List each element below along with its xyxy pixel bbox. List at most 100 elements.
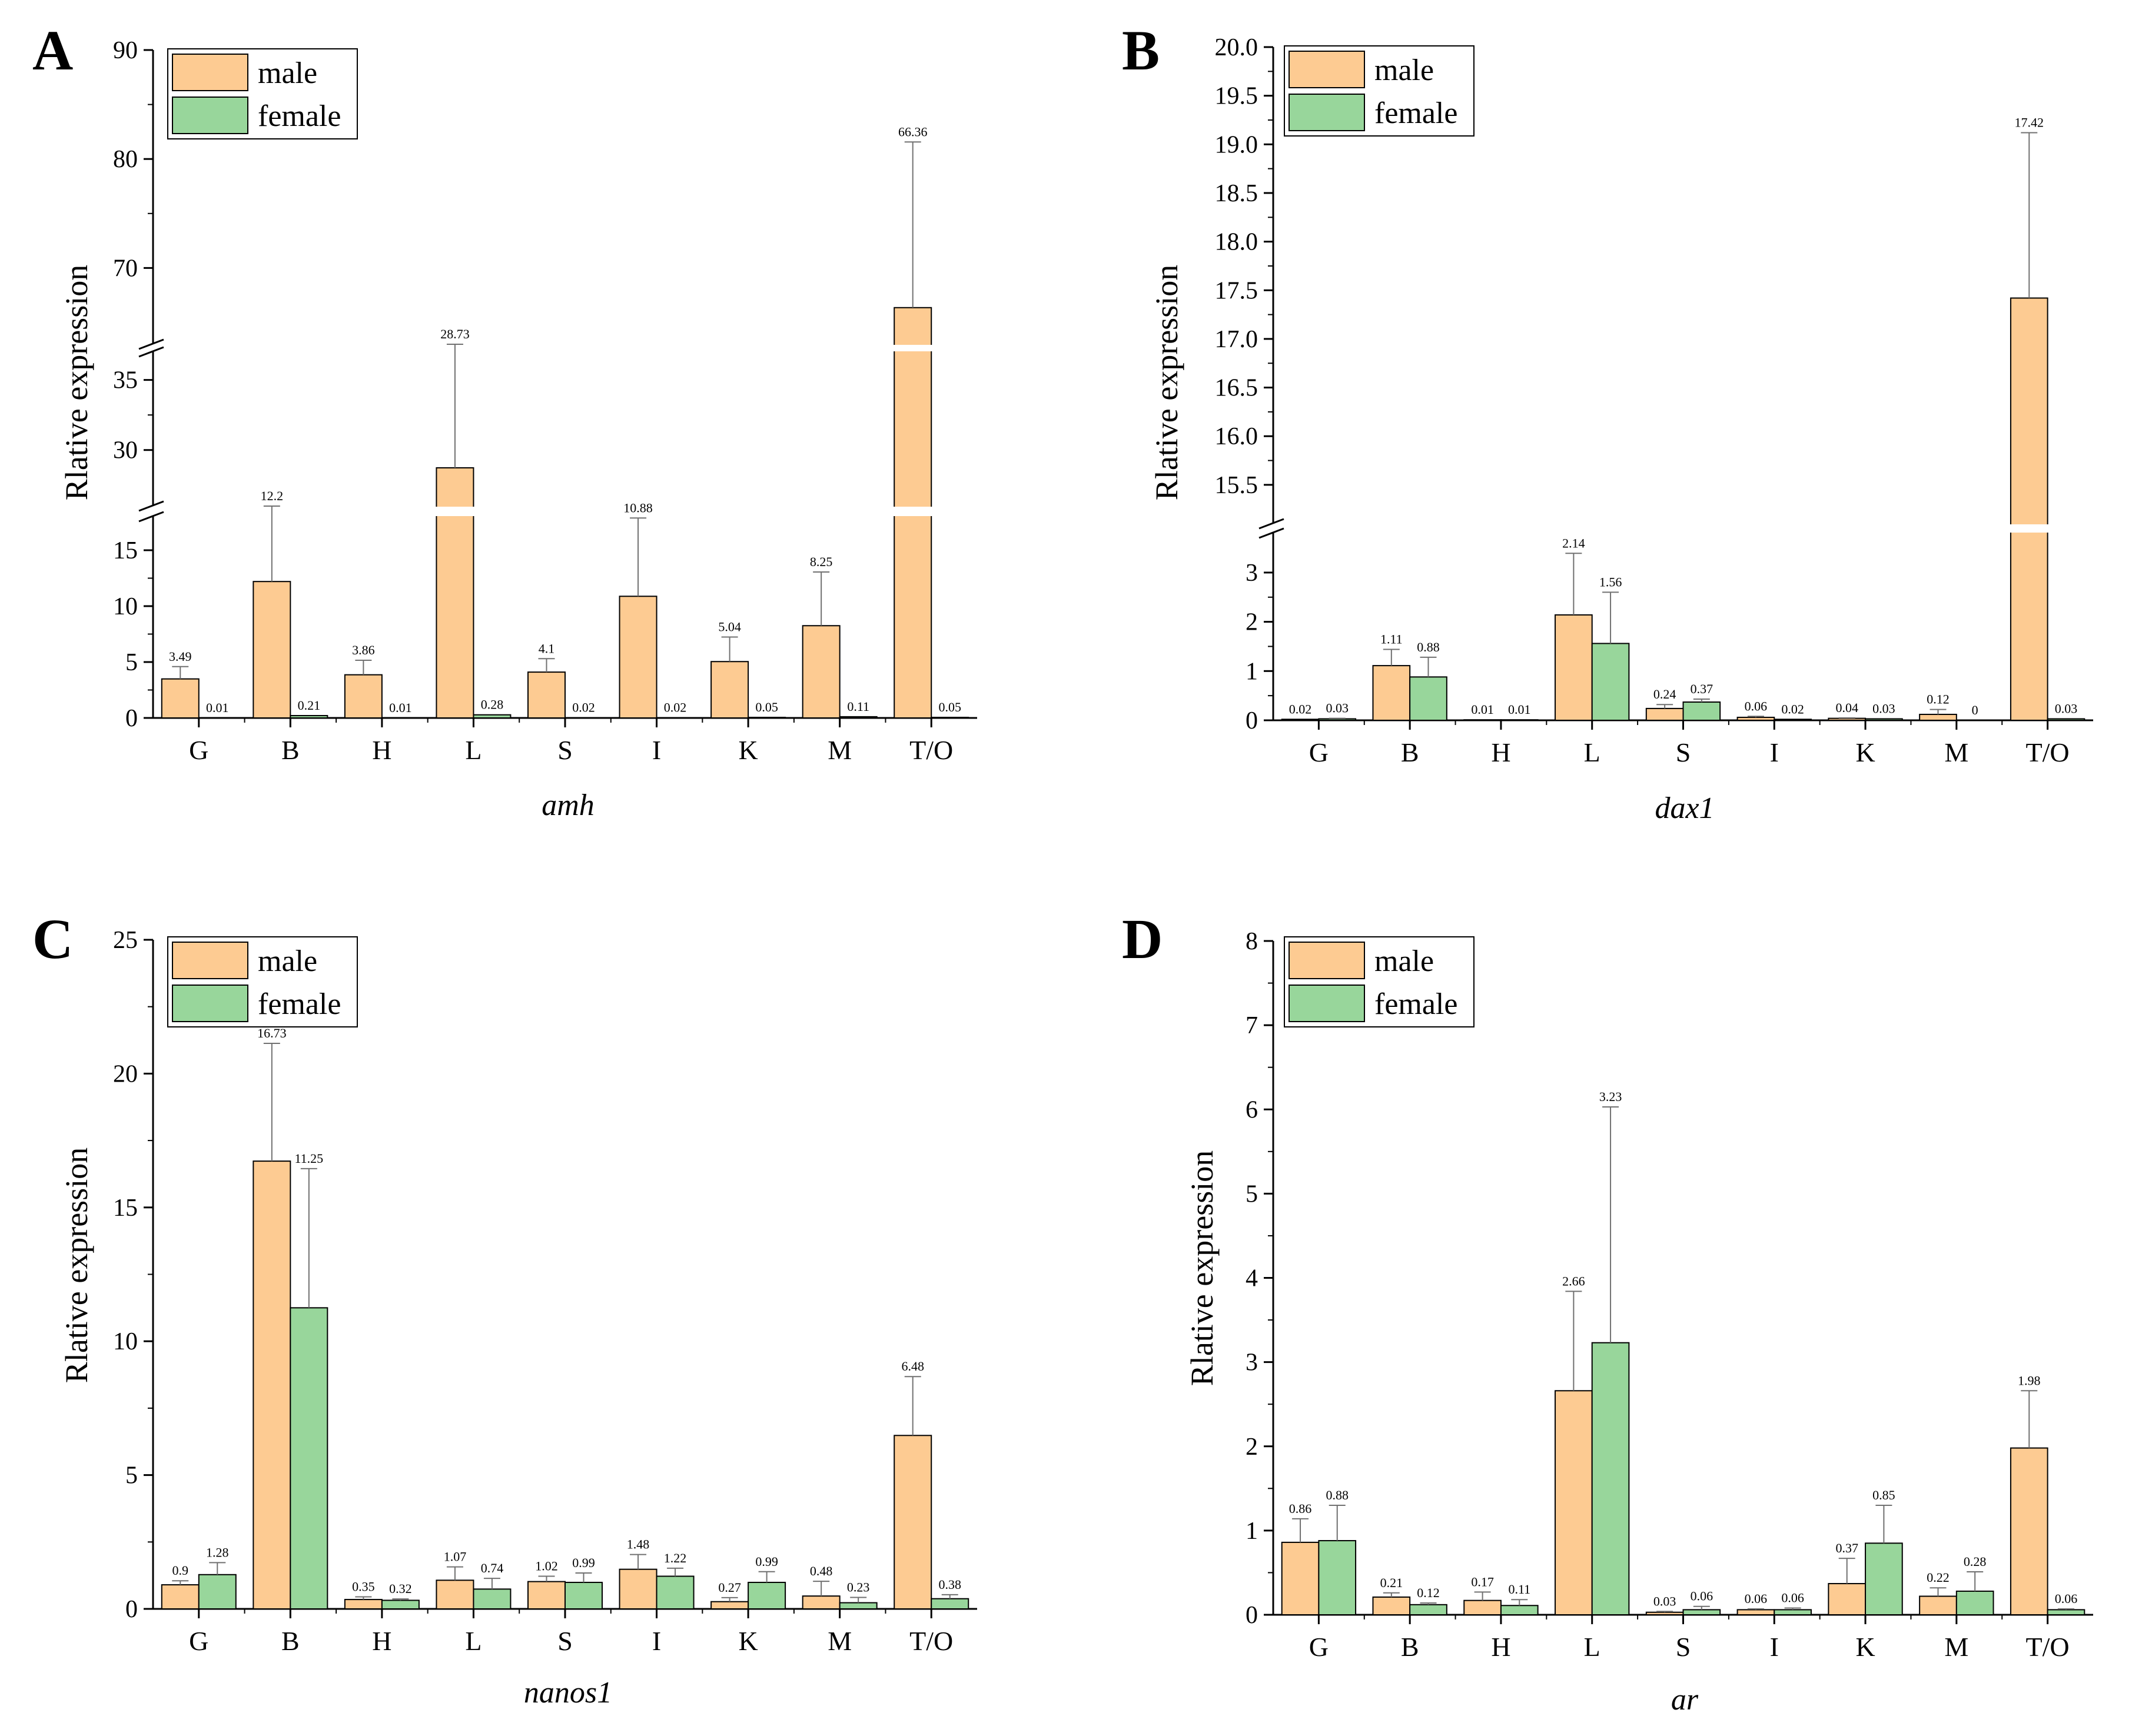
panel-a-bar-female xyxy=(290,715,328,719)
panel-a-legend-male-label: male xyxy=(258,56,317,90)
panel-d: D 0 1 2 3 4 5 6 7 8 G 0.86 0.88 B 0.21 0.12 H 0.17 0.11 L 2… xyxy=(1122,907,2093,1717)
panel-d-data-label: 0.21 xyxy=(1380,1575,1403,1590)
panel-a-data-label: 0.01 xyxy=(206,700,229,715)
panel-c-data-label: 16.73 xyxy=(257,1026,287,1040)
panel-b-y-tick-label: 18.0 xyxy=(1215,229,1258,256)
panel-c-bar-female xyxy=(381,1599,420,1609)
panel-a-legend-male-swatch xyxy=(172,54,248,91)
panel-b-bar-male xyxy=(1555,614,1593,721)
panel-a-y-tick-label: 70 xyxy=(113,255,138,282)
panel-d-x-tick-label: H xyxy=(1491,1632,1510,1662)
panel-a-data-label: 4.1 xyxy=(539,641,555,656)
panel-letter-a: A xyxy=(32,19,73,82)
panel-d-y-tick-label: 0 xyxy=(1246,1602,1258,1629)
panel-a-y-axis-label: Rlative expression xyxy=(59,265,94,500)
panel-d-bar-male xyxy=(2010,1447,2048,1616)
panel-d-data-label: 0.12 xyxy=(1417,1585,1440,1600)
panel-b-x-axis-label: dax1 xyxy=(1655,791,1714,825)
panel-a-x-tick-label: S xyxy=(557,735,573,765)
panel-b-x-tick-label: T/O xyxy=(2026,737,2070,767)
panel-c-bar-male xyxy=(619,1568,657,1610)
panel-d-legend-male-swatch xyxy=(1289,942,1365,979)
panel-a-axis-break-mark xyxy=(138,346,164,358)
panel-d-legend: male female xyxy=(1284,936,1475,1027)
panel-b-data-label: 2.14 xyxy=(1562,536,1585,550)
panel-d-data-label: 3.23 xyxy=(1599,1089,1622,1104)
panel-c-plot: 0 5 10 15 20 25 G 0.9 1.28 B 16.73 11.25 H 0.35 0.32 L 1… xyxy=(113,927,977,1656)
panel-c-bar-male xyxy=(802,1595,841,1610)
panel-d-data-label: 0.06 xyxy=(1745,1591,1768,1606)
panel-a-bar-female xyxy=(839,716,878,719)
panel-c-data-label: 1.28 xyxy=(206,1545,229,1559)
panel-a-legend: male female xyxy=(167,48,358,139)
panel-d-plot: 0 1 2 3 4 5 6 7 8 G 0.86 0.88 B 0.21 0.12 H 0.17 0.11 L 2.6… xyxy=(1246,928,2093,1662)
panel-b-y-tick-label: 17.5 xyxy=(1215,277,1258,304)
panel-d-data-label: 0.03 xyxy=(1653,1594,1676,1608)
panel-b-data-label: 0.12 xyxy=(1927,692,1950,707)
panel-b-bar-female xyxy=(1591,643,1630,721)
panel-b-bar-male xyxy=(1828,717,1867,721)
panel-b-bar-male xyxy=(1919,713,1957,721)
panel-c: C 0 5 10 15 20 25 G 0.9 1.28 B 16.73 11.25 H 0.35 0.32… xyxy=(32,907,977,1710)
panel-a-bar-female xyxy=(931,717,969,719)
panel-a-y-tick-label: 5 xyxy=(125,649,138,676)
panel-b-bar-female xyxy=(1865,718,1903,721)
panel-c-legend-male-label: male xyxy=(258,945,317,978)
panel-a-plot: 0 5 10 15 30 35 70 80 90 G 3.49 0.01 B 12.2 0.21 H 3.86 0… xyxy=(113,37,977,765)
panel-c-data-label: 0.27 xyxy=(718,1580,741,1595)
panel-c-data-label: 0.48 xyxy=(810,1564,833,1578)
panel-c-data-label: 0.74 xyxy=(481,1561,504,1575)
panel-d-x-axis-label: ar xyxy=(1671,1683,1699,1717)
panel-d-bar-female xyxy=(1409,1604,1447,1615)
panel-d-y-tick-label: 5 xyxy=(1246,1180,1258,1208)
panel-b-y-tick-label: 19.5 xyxy=(1215,83,1258,110)
panel-letter-b: B xyxy=(1122,19,1160,82)
panel-c-data-label: 0.23 xyxy=(847,1579,870,1594)
panel-d-x-tick-label: G xyxy=(1309,1632,1329,1662)
panel-c-y-axis-label: Rlative expression xyxy=(59,1148,94,1383)
panel-a-bar-female xyxy=(748,717,786,719)
panel-d-data-label: 0.86 xyxy=(1289,1501,1312,1516)
panel-a-data-label: 3.86 xyxy=(352,643,375,657)
panel-d-data-label: 0.85 xyxy=(1872,1488,1895,1502)
panel-d-bar-female xyxy=(1865,1542,1903,1615)
panel-b-plot: 0 1 2 3 15.5 16.0 16.5 17.0 17.5 18.0 18.5 19.0 19.5… xyxy=(1215,34,2093,767)
panel-d-bar-female xyxy=(1318,1540,1357,1616)
panel-b-x-tick-label: I xyxy=(1770,737,1779,767)
panel-c-bar-male xyxy=(253,1160,291,1609)
panel-d-y-axis-label: Rlative expression xyxy=(1184,1150,1220,1386)
panel-a-bar-male xyxy=(253,581,291,719)
panel-b-x-tick-label: K xyxy=(1855,737,1875,767)
panel-b-data-label: 1.11 xyxy=(1380,631,1403,646)
panel-d-legend-female-label: female xyxy=(1374,987,1457,1021)
panel-a-bar-male xyxy=(161,678,200,719)
panel-b-y-tick-label: 1 xyxy=(1246,658,1258,685)
panel-b-y-tick-label: 16.5 xyxy=(1215,375,1258,402)
panel-b-data-label: 0.37 xyxy=(1691,681,1713,696)
panel-d-bar-female xyxy=(1591,1342,1630,1616)
panel-a-axis-break-mark xyxy=(138,500,164,512)
panel-b-data-label: 0.04 xyxy=(1835,700,1858,715)
panel-d-y-tick-label: 3 xyxy=(1246,1349,1258,1376)
panel-d-x-tick-label: B xyxy=(1401,1632,1419,1662)
panel-a-data-label: 0.28 xyxy=(481,697,504,712)
panel-b-bar-female xyxy=(2047,718,2085,721)
panel-c-x-tick-label: I xyxy=(652,1626,661,1656)
panel-b-data-label: 0.01 xyxy=(1508,702,1531,717)
panel-a-bar-break-band xyxy=(893,345,933,351)
panel-b-data-label: 1.56 xyxy=(1599,574,1622,589)
panel-b-x-tick-label: L xyxy=(1584,737,1600,767)
panel-d-bar-male xyxy=(1555,1390,1593,1616)
panel-a-data-label: 0.01 xyxy=(389,700,412,715)
panel-c-data-label: 1.02 xyxy=(535,1559,558,1574)
panel-d-bar-female xyxy=(1500,1605,1539,1616)
panel-d-data-label: 0.06 xyxy=(1781,1591,1804,1605)
panel-c-bar-female xyxy=(748,1581,786,1610)
panel-c-data-label: 0.99 xyxy=(572,1555,595,1570)
panel-a-x-tick-label: K xyxy=(738,735,758,765)
panel-a-data-label: 66.36 xyxy=(898,124,928,139)
panel-a-x-tick-label: I xyxy=(652,735,661,765)
panel-c-y-tick-label: 5 xyxy=(125,1462,138,1489)
panel-d-x-tick-label: L xyxy=(1584,1632,1600,1662)
panel-d-data-label: 0.22 xyxy=(1927,1570,1950,1585)
